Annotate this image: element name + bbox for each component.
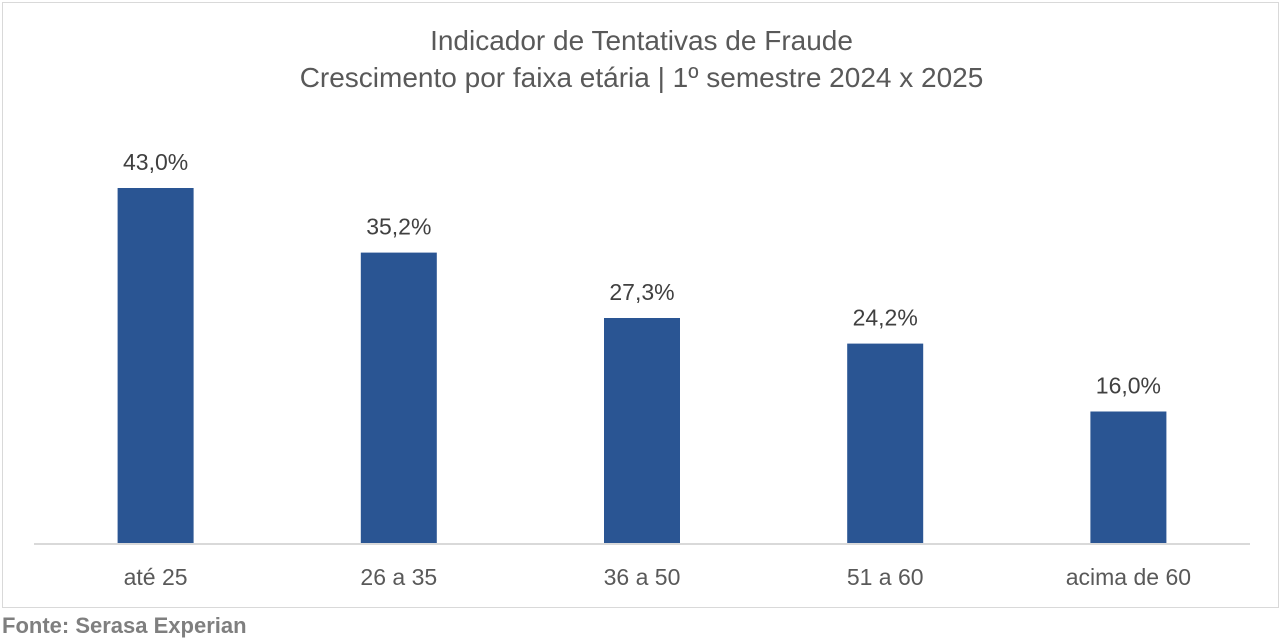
x-tick-label-5: acima de 60 [1066,564,1191,590]
x-tick-label-2: 26 a 35 [360,564,437,590]
bar-1 [117,188,194,544]
data-label-1: 43,0% [123,149,188,175]
data-label-2: 35,2% [366,214,431,240]
data-label-5: 16,0% [1096,373,1161,399]
x-tick-label-4: 51 a 60 [847,564,924,590]
bar-3 [604,318,680,544]
source-note: Fonte: Serasa Experian [2,613,247,638]
bar-5 [1090,411,1167,544]
chart-subtitle: Crescimento por faixa etária | 1º semest… [299,62,984,93]
x-tick-label-1: até 25 [124,564,188,590]
data-label-4: 24,2% [853,305,918,331]
data-label-3: 27,3% [609,279,674,305]
x-tick-label-3: 36 a 50 [604,564,681,590]
bar-2 [360,252,437,544]
chart-title: Indicador de Tentativas de Fraude [430,25,853,56]
bar-4 [847,343,924,544]
